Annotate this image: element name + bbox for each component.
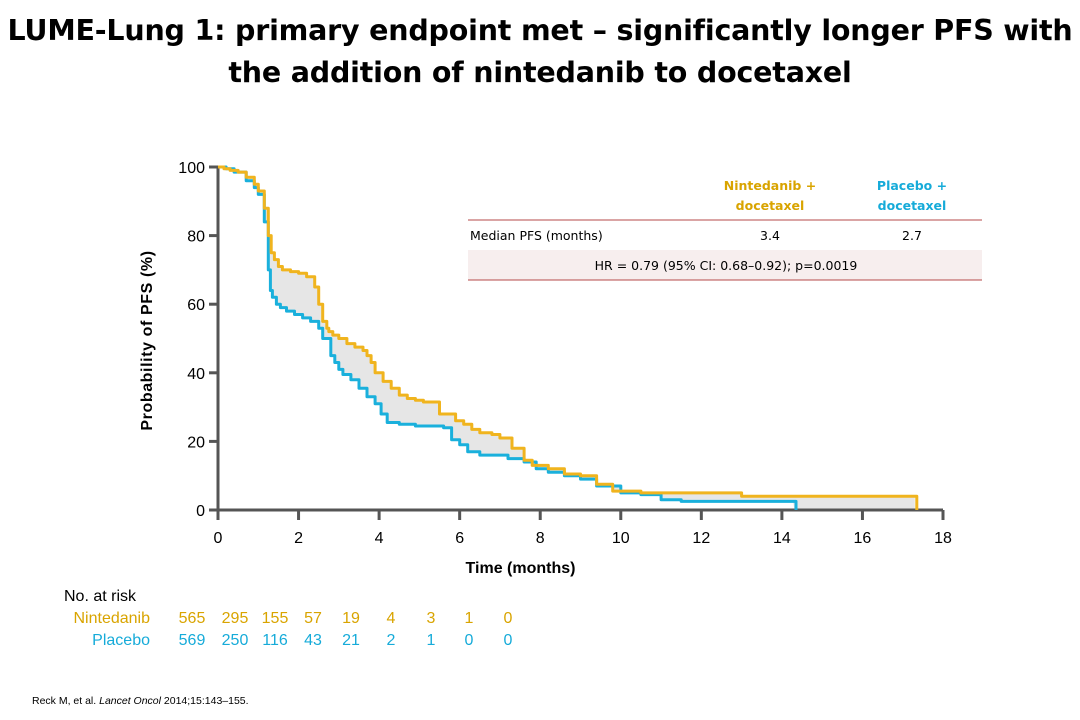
series-placebo-line bbox=[218, 165, 798, 510]
risk-value-pla: 0 bbox=[503, 632, 513, 649]
risk-value-pla: 0 bbox=[464, 632, 474, 649]
x-tick-label: 4 bbox=[375, 530, 384, 547]
x-tick-label: 2 bbox=[294, 530, 303, 547]
y-tick-label: 100 bbox=[178, 160, 205, 177]
risk-value-nin: 57 bbox=[304, 610, 322, 627]
y-axis-title: Probability of PFS (%) bbox=[139, 250, 156, 430]
y-tick-label: 0 bbox=[196, 503, 205, 520]
table-header-nintedanib: Nintedanib + docetaxel bbox=[723, 178, 817, 213]
y-tick-label: 40 bbox=[187, 366, 205, 383]
table-header-placebo: Placebo + docetaxel bbox=[876, 178, 948, 213]
risk-value-nin: 565 bbox=[178, 610, 206, 627]
series-nintedanib-line bbox=[218, 165, 919, 510]
risk-row-label-placebo: Placebo bbox=[92, 632, 150, 649]
table-median-placebo: 2.7 bbox=[902, 228, 922, 243]
x-axis-title: Time (months) bbox=[466, 560, 576, 577]
reference-journal: Lancet Oncol bbox=[99, 695, 161, 707]
curves-group bbox=[218, 165, 919, 510]
risk-value-nin: 295 bbox=[221, 610, 249, 627]
y-tick-label: 60 bbox=[187, 297, 205, 314]
reference-suffix: 2014;15:143–155. bbox=[160, 695, 249, 707]
risk-value-pla: 116 bbox=[262, 632, 288, 649]
x-tick-label: 6 bbox=[455, 530, 464, 547]
risk-value-pla: 569 bbox=[178, 632, 206, 649]
risk-value-pla: 250 bbox=[221, 632, 249, 649]
title-line-1: LUME-Lung 1: primary endpoint met – sign… bbox=[7, 14, 1073, 47]
reference-prefix: Reck M, et al. bbox=[32, 695, 100, 707]
x-tick-label: 16 bbox=[854, 530, 872, 547]
chart-title: LUME-Lung 1: primary endpoint met – sign… bbox=[0, 10, 1080, 94]
risk-value-nin: 3 bbox=[426, 610, 436, 627]
risk-value-nin: 19 bbox=[342, 610, 360, 627]
y-tick-label: 20 bbox=[187, 434, 205, 451]
risk-value-nin: 4 bbox=[386, 610, 396, 627]
table-median-nintedanib: 3.4 bbox=[760, 228, 780, 243]
risk-value-nin: 1 bbox=[464, 610, 474, 627]
title-line-2: the addition of nintedanib to docetaxel bbox=[228, 56, 852, 89]
x-tick-label: 14 bbox=[773, 530, 791, 547]
reference-citation: Reck M, et al. Lancet Oncol 2014;15:143–… bbox=[32, 695, 249, 707]
table-row-median-label: Median PFS (months) bbox=[470, 228, 603, 243]
risk-row-label-nintedanib: Nintedanib bbox=[73, 610, 151, 627]
axes-group: 0 20 40 60 80 100 0 2 4 6 8 10 12 14 16 18 Time (months)… bbox=[139, 160, 952, 577]
y-tick-label: 80 bbox=[187, 229, 205, 246]
x-tick-label: 8 bbox=[536, 530, 545, 547]
pfs-table-lines bbox=[468, 219, 982, 281]
x-tick-label: 10 bbox=[612, 530, 630, 547]
x-tick-label: 18 bbox=[934, 530, 952, 547]
risk-value-pla: 2 bbox=[386, 632, 396, 649]
x-tick-label: 0 bbox=[214, 530, 223, 547]
table-hazard-ratio: HR = 0.79 (95% CI: 0.68–0.92); p=0.0019 bbox=[594, 258, 858, 273]
risk-value-pla: 1 bbox=[426, 632, 436, 649]
risk-table-title: No. at risk bbox=[64, 588, 137, 605]
x-tick-label: 12 bbox=[692, 530, 710, 547]
risk-value-nin: 155 bbox=[261, 610, 289, 627]
risk-value-nin: 0 bbox=[503, 610, 513, 627]
risk-value-pla: 43 bbox=[304, 632, 322, 649]
risk-value-pla: 21 bbox=[342, 632, 360, 649]
table-hr-row-bg bbox=[468, 250, 982, 280]
